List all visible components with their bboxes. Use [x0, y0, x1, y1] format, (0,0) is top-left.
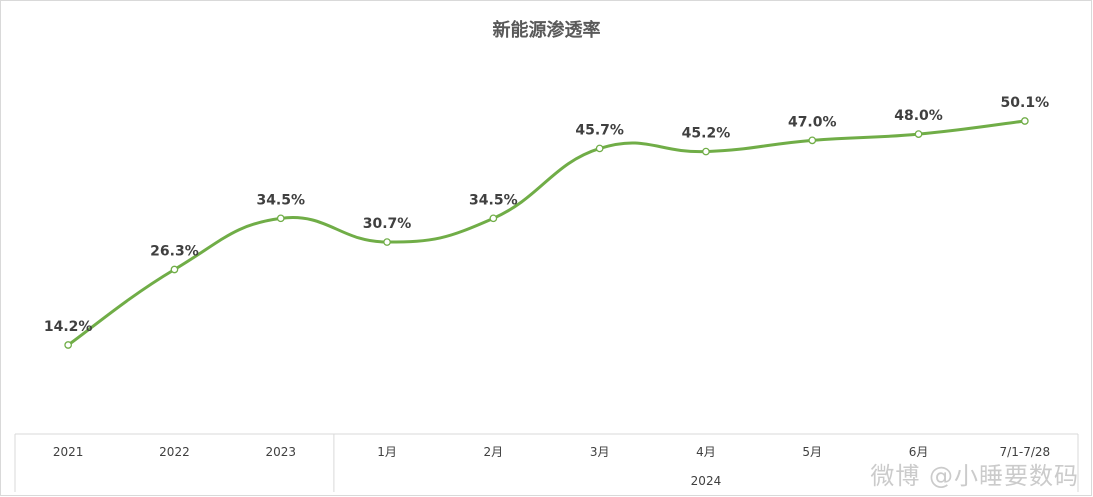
data-label: 34.5% — [256, 192, 305, 208]
data-label: 45.2% — [682, 126, 731, 142]
data-point — [702, 147, 710, 156]
chart-title: 新能源渗透率 — [492, 20, 601, 41]
data-point — [276, 214, 285, 223]
tick-label: 1月 — [377, 445, 397, 459]
tick-label: 4月 — [696, 445, 716, 459]
tick-label: 6月 — [909, 445, 929, 459]
data-label: 48.0% — [894, 108, 943, 124]
tick-label: 3月 — [590, 445, 610, 459]
tick-label: 2月 — [484, 445, 504, 459]
tick-label: 5月 — [802, 445, 822, 459]
data-label: 30.7% — [363, 216, 412, 232]
data-point — [170, 265, 179, 274]
tick-label: 2021 — [53, 445, 84, 459]
tick-label: 2023 — [265, 445, 296, 459]
tick-label: 7/1-7/28 — [1000, 445, 1051, 459]
series-line — [66, 119, 1027, 347]
watermark: 微博 @小睡要数码 — [870, 462, 1079, 490]
data-point — [64, 341, 73, 349]
data-point — [595, 144, 604, 153]
data-label: 45.7% — [575, 122, 624, 138]
data-label: 47.0% — [788, 114, 837, 130]
data-point — [914, 130, 923, 138]
group-label: 2024 — [691, 474, 722, 488]
tick-label: 2022 — [159, 445, 190, 459]
data-point — [489, 214, 498, 223]
data-label: 14.2% — [44, 319, 93, 335]
data-point — [1020, 117, 1029, 125]
data-label: 26.3% — [150, 244, 199, 260]
data-point — [808, 136, 817, 145]
data-label: 50.1% — [1001, 95, 1050, 111]
data-label: 34.5% — [469, 192, 518, 208]
data-point — [383, 238, 391, 246]
